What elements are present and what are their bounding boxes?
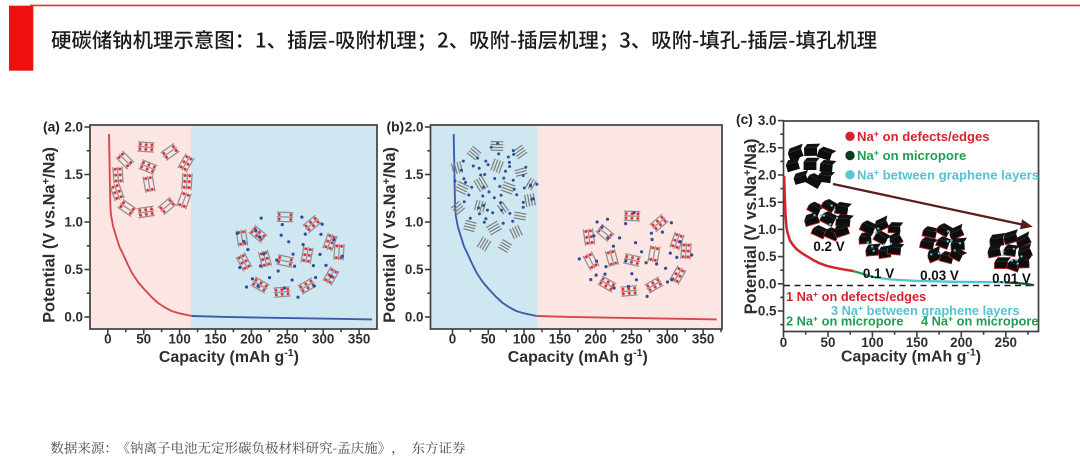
svg-text:350: 350 [348,332,370,347]
svg-text:Na+ between graphene layers: Na+ between graphene layers [857,168,1039,183]
svg-text:100: 100 [168,332,190,347]
svg-text:(b): (b) [387,120,405,135]
svg-text:Capacity (mAh g-1): Capacity (mAh g-1) [159,347,299,366]
svg-text:2 Na+ on micropore: 2 Na+ on micropore [786,314,903,329]
svg-text:1.5: 1.5 [758,195,777,210]
svg-text:1.0: 1.0 [758,222,777,237]
svg-text:0: 0 [780,335,787,350]
svg-text:50: 50 [136,332,151,347]
svg-text:250: 250 [995,335,1017,350]
svg-text:1.5: 1.5 [405,167,424,182]
svg-text:Potential (V vs.Na+/Na): Potential (V vs.Na+/Na) [41,147,59,323]
svg-text:0.0: 0.0 [758,276,777,291]
svg-text:1.5: 1.5 [64,167,83,182]
svg-text:100: 100 [513,332,535,347]
svg-text:1.0: 1.0 [64,215,83,230]
svg-text:150: 150 [906,335,928,350]
svg-text:Potential (V vs.Na+/Na): Potential (V vs.Na+/Na) [742,139,760,315]
svg-text:3 Na+ between graphene layers: 3 Na+ between graphene layers [831,303,1020,318]
svg-text:Capacity (mAh g-1): Capacity (mAh g-1) [841,347,981,366]
svg-text:(a): (a) [43,120,60,135]
svg-text:Na+ on micropore: Na+ on micropore [857,148,966,163]
svg-text:50: 50 [821,335,836,350]
svg-text:(c): (c) [736,112,753,127]
svg-text:0.1 V: 0.1 V [863,266,894,281]
svg-text:1.0: 1.0 [405,215,424,230]
svg-text:3.0: 3.0 [758,113,777,128]
svg-text:2.0: 2.0 [64,120,83,135]
svg-text:2.0: 2.0 [405,120,424,135]
svg-text:300: 300 [312,332,334,347]
svg-text:150: 150 [204,332,226,347]
svg-text:2.0: 2.0 [758,168,777,183]
svg-text:Na+ on defects/edges: Na+ on defects/edges [857,129,990,144]
svg-text:250: 250 [620,332,642,347]
svg-text:0.5: 0.5 [405,262,424,277]
svg-text:Capacity (mAh g-1): Capacity (mAh g-1) [508,347,648,366]
svg-text:0: 0 [104,332,111,347]
svg-text:-0.5: -0.5 [753,304,777,319]
svg-text:250: 250 [276,332,298,347]
svg-text:4 Na+ on micropore: 4 Na+ on micropore [921,314,1038,329]
svg-text:0.01 V: 0.01 V [992,271,1031,286]
svg-text:2.5: 2.5 [758,140,777,155]
svg-text:200: 200 [240,332,262,347]
svg-text:Potential (V vs.Na+/Na): Potential (V vs.Na+/Na) [381,147,399,323]
svg-text:50: 50 [481,332,496,347]
svg-text:0.03 V: 0.03 V [920,268,959,283]
svg-text:0: 0 [449,332,456,347]
svg-text:200: 200 [585,332,607,347]
svg-text:0.0: 0.0 [64,310,83,325]
svg-text:300: 300 [656,332,678,347]
svg-text:150: 150 [549,332,571,347]
svg-text:0.5: 0.5 [64,262,83,277]
svg-text:350: 350 [692,332,714,347]
svg-text:0.2 V: 0.2 V [813,239,844,254]
svg-text:1 Na+ on defects/edges: 1 Na+ on defects/edges [786,289,926,304]
svg-text:0.0: 0.0 [405,310,424,325]
svg-text:100: 100 [861,335,883,350]
svg-text:0.5: 0.5 [758,249,777,264]
svg-text:200: 200 [950,335,972,350]
